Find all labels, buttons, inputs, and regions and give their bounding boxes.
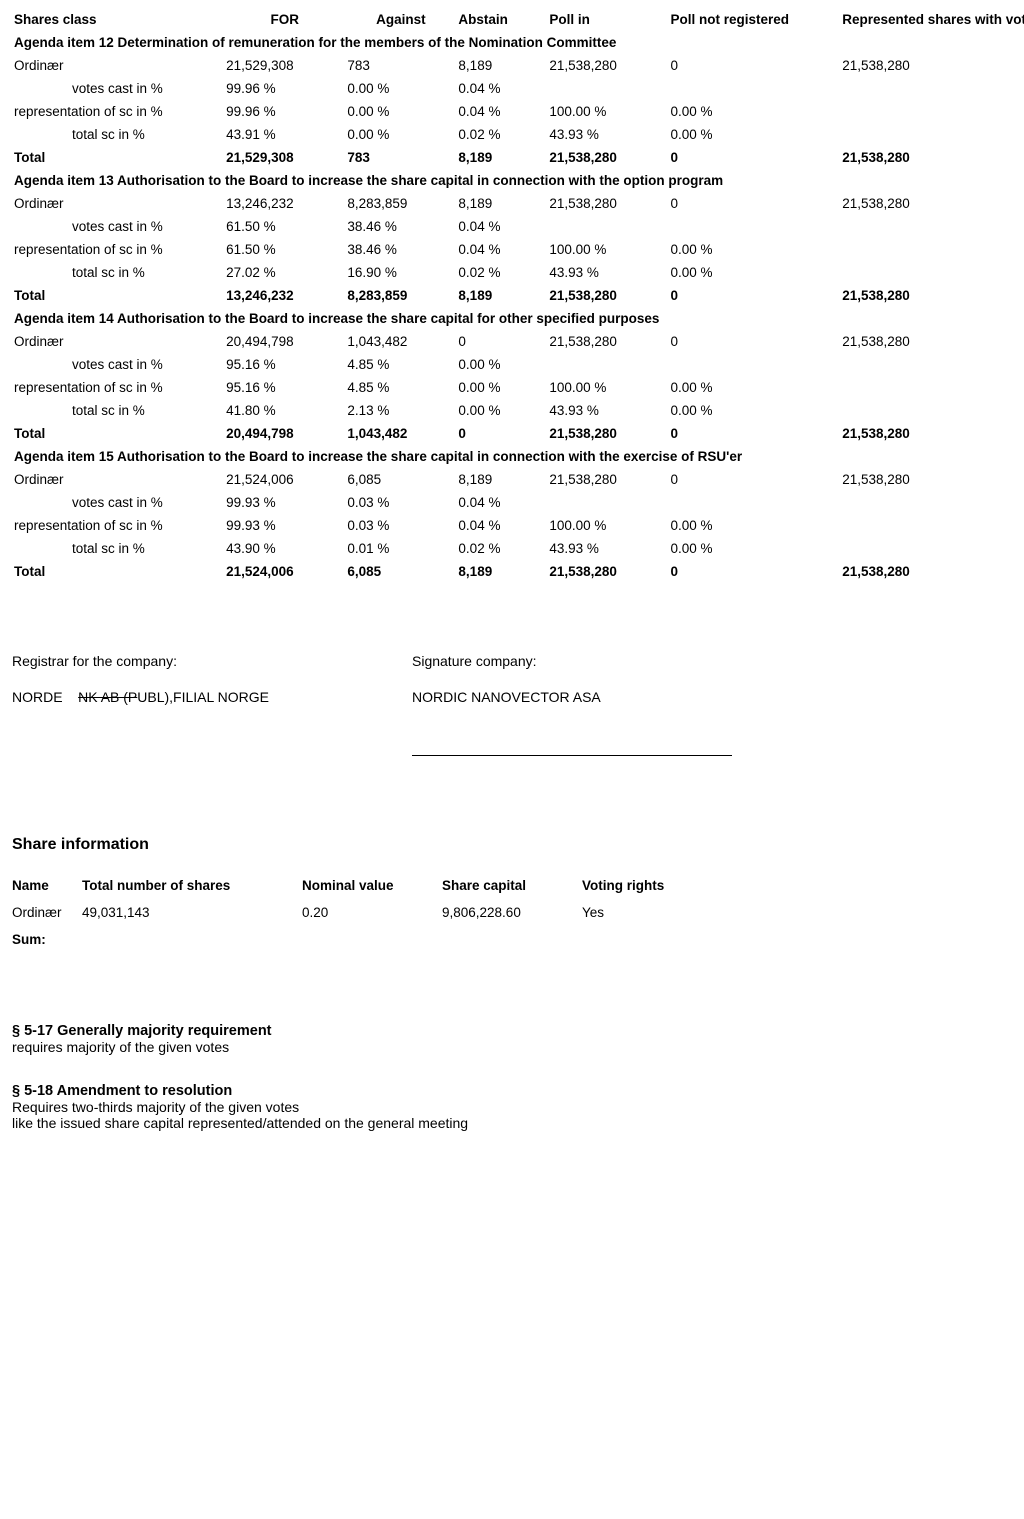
col-against: Against <box>345 8 456 31</box>
sh-sum-label: Sum: <box>12 926 82 953</box>
agenda-title: Agenda item 14 Authorisation to the Boar… <box>12 307 1012 330</box>
rep-sc-pct-row: representation of sc in %61.50 %38.46 %0… <box>12 238 1012 261</box>
sh-col-name: Name <box>12 872 82 899</box>
total-row: Total21,529,3087838,18921,538,280021,538… <box>12 146 1012 169</box>
agenda-title: Agenda item 15 Authorisation to the Boar… <box>12 445 1012 468</box>
section-5-18-line1: Requires two-thirds majority of the give… <box>12 1099 299 1115</box>
agenda-title-row: Agenda item 15 Authorisation to the Boar… <box>12 445 1012 468</box>
table-header-row: Shares class FOR Against Abstain Poll in… <box>12 8 1012 31</box>
share-header-row: Name Total number of shares Nominal valu… <box>12 872 674 899</box>
col-abstain: Abstain <box>456 8 547 31</box>
agenda-title: Agenda item 12 Determination of remunera… <box>12 31 1012 54</box>
section-5-18-body: Requires two-thirds majority of the give… <box>12 1099 1012 1131</box>
registrar-strike: NK AB (P <box>78 689 137 705</box>
col-poll-in: Poll in <box>547 8 668 31</box>
ordinaer-row: Ordinær13,246,2328,283,8598,18921,538,28… <box>12 192 1012 215</box>
total-row: Total21,524,0066,0858,18921,538,280021,5… <box>12 560 1012 583</box>
agenda-title-row: Agenda item 14 Authorisation to the Boar… <box>12 307 1012 330</box>
sh-col-capital: Share capital <box>442 872 582 899</box>
registrar-label: Registrar for the company: <box>12 653 412 669</box>
sh-col-voting: Voting rights <box>582 872 674 899</box>
sh-voting: Yes <box>582 899 674 926</box>
votes-pct-row: votes cast in %99.96 %0.00 %0.04 % <box>12 77 1012 100</box>
registrar-prefix: NORDE <box>12 689 63 705</box>
rep-sc-pct-row: representation of sc in %99.93 %0.03 %0.… <box>12 514 1012 537</box>
registrar-suffix: UBL),FILIAL NORGE <box>137 689 269 705</box>
share-info-title: Share information <box>12 836 1012 854</box>
sh-name: Ordinær <box>12 899 82 926</box>
total-row: Total20,494,7981,043,482021,538,280021,5… <box>12 422 1012 445</box>
total-sc-pct-row: total sc in %41.80 %2.13 %0.00 %43.93 %0… <box>12 399 1012 422</box>
col-shares-class: Shares class <box>12 8 224 31</box>
rep-sc-pct-row: representation of sc in %99.96 %0.00 %0.… <box>12 100 1012 123</box>
share-sum-row: Sum: <box>12 926 674 953</box>
signature-line <box>412 755 732 756</box>
ordinaer-row: Ordinær21,524,0066,0858,18921,538,280021… <box>12 468 1012 491</box>
ordinaer-row: Ordinær21,529,3087838,18921,538,280021,5… <box>12 54 1012 77</box>
signature-block: Registrar for the company: Signature com… <box>12 653 1012 756</box>
section-5-18-title: § 5-18 Amendment to resolution <box>12 1083 1012 1099</box>
col-poll-not: Poll not registered <box>669 8 841 31</box>
sh-total: 49,031,143 <box>82 899 302 926</box>
share-information-section: Share information Name Total number of s… <box>12 836 1012 953</box>
rep-sc-pct-row: representation of sc in %95.16 %4.85 %0.… <box>12 376 1012 399</box>
col-for: FOR <box>224 8 345 31</box>
votes-pct-row: votes cast in %99.93 %0.03 %0.04 % <box>12 491 1012 514</box>
agenda-title: Agenda item 13 Authorisation to the Boar… <box>12 169 1012 192</box>
agenda-title-row: Agenda item 12 Determination of remunera… <box>12 31 1012 54</box>
sh-col-nominal: Nominal value <box>302 872 442 899</box>
votes-pct-row: votes cast in %61.50 %38.46 %0.04 % <box>12 215 1012 238</box>
sh-col-total: Total number of shares <box>82 872 302 899</box>
registrar-name: NORDE NK AB (PUBL),FILIAL NORGE <box>12 689 412 705</box>
sh-capital: 9,806,228.60 <box>442 899 582 926</box>
col-represented: Represented shares with voting rights <box>840 8 1012 31</box>
signature-label: Signature company: <box>412 653 1012 669</box>
total-sc-pct-row: total sc in %27.02 %16.90 %0.02 %43.93 %… <box>12 261 1012 284</box>
voting-results-table: Shares class FOR Against Abstain Poll in… <box>12 8 1012 583</box>
signature-company-name: NORDIC NANOVECTOR ASA <box>412 689 1012 705</box>
section-5-18-line2: like the issued share capital represente… <box>12 1115 468 1131</box>
ordinaer-row: Ordinær20,494,7981,043,482021,538,280021… <box>12 330 1012 353</box>
total-sc-pct-row: total sc in %43.90 %0.01 %0.02 %43.93 %0… <box>12 537 1012 560</box>
votes-pct-row: votes cast in %95.16 %4.85 %0.00 % <box>12 353 1012 376</box>
share-info-table: Name Total number of shares Nominal valu… <box>12 872 674 953</box>
share-data-row: Ordinær 49,031,143 0.20 9,806,228.60 Yes <box>12 899 674 926</box>
total-sc-pct-row: total sc in %43.91 %0.00 %0.02 %43.93 %0… <box>12 123 1012 146</box>
agenda-title-row: Agenda item 13 Authorisation to the Boar… <box>12 169 1012 192</box>
section-5-17-body: requires majority of the given votes <box>12 1039 1012 1055</box>
sh-nominal: 0.20 <box>302 899 442 926</box>
legal-notes: § 5-17 Generally majority requirement re… <box>12 1023 1012 1131</box>
section-5-17-title: § 5-17 Generally majority requirement <box>12 1023 1012 1039</box>
total-row: Total13,246,2328,283,8598,18921,538,2800… <box>12 284 1012 307</box>
